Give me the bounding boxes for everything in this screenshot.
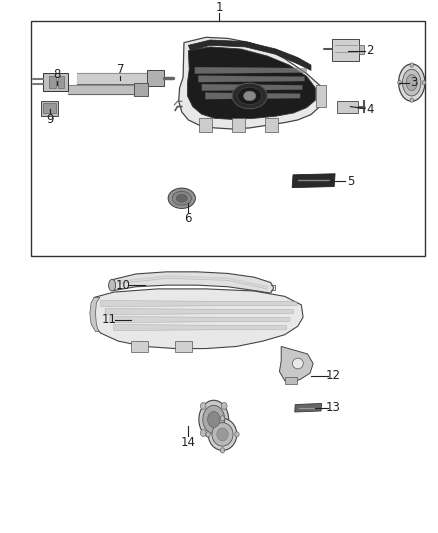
Bar — [175, 341, 192, 352]
Ellipse shape — [403, 69, 421, 96]
Ellipse shape — [232, 83, 267, 109]
Polygon shape — [105, 309, 293, 314]
Text: 10: 10 — [115, 279, 130, 292]
Text: 9: 9 — [46, 114, 54, 126]
Ellipse shape — [208, 411, 220, 427]
Ellipse shape — [200, 430, 206, 437]
Ellipse shape — [203, 405, 225, 434]
Polygon shape — [91, 289, 303, 349]
Text: 5: 5 — [347, 175, 354, 188]
Bar — [43, 73, 68, 91]
Ellipse shape — [410, 63, 413, 67]
Ellipse shape — [217, 428, 228, 441]
Bar — [316, 85, 326, 107]
Ellipse shape — [222, 402, 227, 409]
Bar — [199, 118, 212, 132]
Ellipse shape — [422, 80, 426, 85]
Bar — [232, 118, 245, 132]
Bar — [131, 341, 148, 352]
Bar — [134, 83, 148, 96]
Bar — [337, 101, 358, 113]
Polygon shape — [114, 325, 286, 330]
Polygon shape — [90, 297, 100, 332]
Bar — [285, 377, 297, 384]
Polygon shape — [295, 403, 321, 412]
Ellipse shape — [199, 400, 229, 439]
Polygon shape — [179, 37, 322, 129]
Bar — [31, 21, 425, 256]
Text: 6: 6 — [184, 212, 192, 225]
Polygon shape — [110, 317, 290, 322]
Text: 1: 1 — [215, 2, 223, 14]
Bar — [359, 45, 364, 54]
Ellipse shape — [172, 191, 191, 205]
Text: 11: 11 — [102, 313, 117, 326]
Polygon shape — [279, 346, 313, 382]
Ellipse shape — [212, 423, 233, 446]
Polygon shape — [101, 301, 297, 306]
Text: 8: 8 — [53, 68, 60, 81]
Ellipse shape — [220, 448, 225, 453]
Ellipse shape — [222, 430, 227, 437]
Ellipse shape — [109, 279, 116, 291]
Polygon shape — [195, 67, 307, 74]
Ellipse shape — [220, 416, 225, 421]
Bar — [332, 39, 359, 61]
Bar — [41, 101, 58, 116]
Text: 2: 2 — [366, 44, 374, 57]
Ellipse shape — [200, 402, 206, 409]
Polygon shape — [292, 174, 335, 188]
Text: 14: 14 — [181, 436, 196, 449]
Ellipse shape — [235, 432, 239, 437]
Polygon shape — [187, 47, 315, 119]
Text: 12: 12 — [325, 369, 340, 382]
Bar — [43, 103, 56, 113]
Text: 7: 7 — [117, 63, 124, 76]
Bar — [147, 70, 164, 86]
Polygon shape — [198, 76, 304, 82]
Ellipse shape — [410, 98, 413, 102]
Polygon shape — [202, 84, 302, 91]
Ellipse shape — [168, 188, 195, 208]
Ellipse shape — [237, 87, 261, 104]
Text: 3: 3 — [410, 76, 417, 89]
Ellipse shape — [406, 75, 417, 91]
Ellipse shape — [398, 80, 401, 85]
Bar — [58, 76, 64, 88]
Polygon shape — [188, 40, 311, 70]
Bar — [49, 76, 56, 88]
Polygon shape — [109, 272, 274, 293]
Ellipse shape — [208, 418, 237, 450]
Text: 13: 13 — [325, 401, 340, 414]
Text: 4: 4 — [366, 103, 374, 116]
Ellipse shape — [399, 64, 425, 101]
Ellipse shape — [206, 432, 210, 437]
Polygon shape — [205, 93, 300, 99]
Ellipse shape — [176, 195, 187, 203]
Bar — [265, 118, 278, 132]
Ellipse shape — [293, 358, 304, 369]
Ellipse shape — [244, 91, 256, 101]
